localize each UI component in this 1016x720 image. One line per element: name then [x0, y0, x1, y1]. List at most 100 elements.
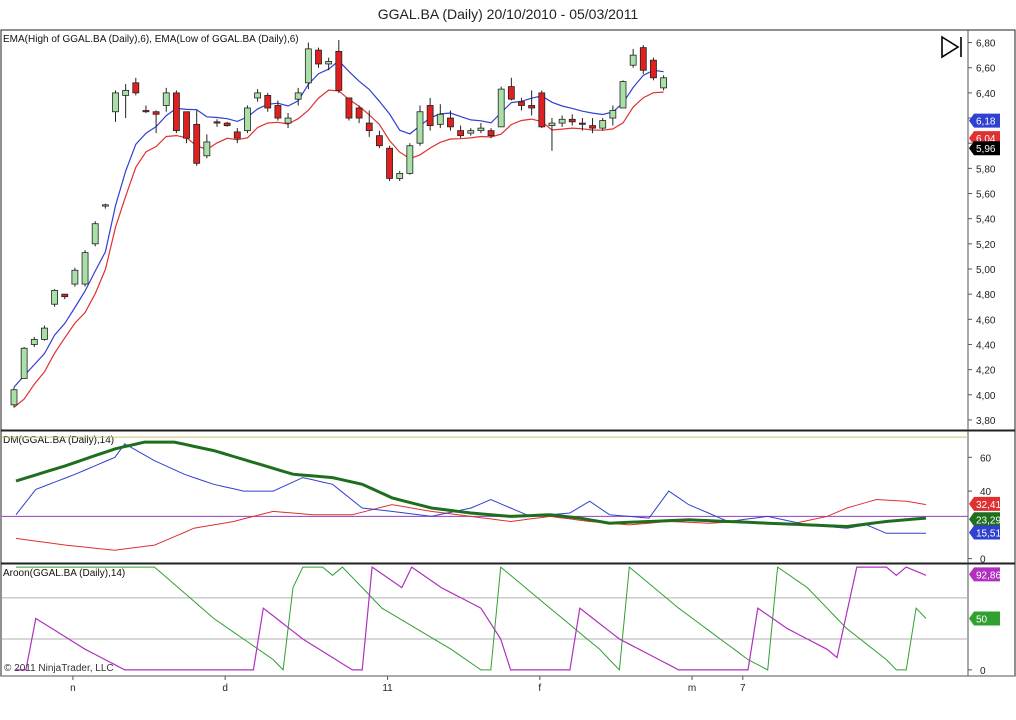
dm-y-tick-label: 40 — [980, 487, 992, 498]
candle-down — [518, 101, 525, 106]
candle-up — [416, 111, 424, 144]
last-value-flag — [969, 567, 1000, 582]
x-tick-label: n — [70, 683, 76, 694]
aroon-y-tick-label: 0 — [980, 666, 986, 677]
candle-up — [467, 130, 475, 134]
price-y-tick-label: 5,80 — [976, 164, 996, 175]
candle-down — [172, 92, 180, 132]
price-y-tick-label: 6,80 — [976, 39, 996, 50]
dm-y-tick-label: 60 — [980, 453, 992, 464]
price-y-tick-label: 6,40 — [976, 89, 996, 100]
candle-down — [132, 82, 140, 94]
candle-up — [558, 118, 566, 124]
candle-up — [162, 92, 170, 106]
price-y-tick-label: 4,80 — [976, 290, 996, 301]
last-value-flag — [969, 525, 1000, 540]
last-value-flag — [969, 113, 1000, 128]
price-y-tick-label: 4,20 — [976, 366, 996, 377]
ema-high-line — [13, 59, 664, 388]
ema-low-line — [13, 89, 664, 408]
candle-down — [568, 118, 576, 123]
last-value-label: 23,29 — [976, 515, 1001, 526]
adx-line — [15, 440, 927, 529]
candle-down — [426, 105, 434, 126]
candle-down — [507, 86, 515, 100]
candle-up — [71, 269, 79, 285]
candle-up — [629, 54, 637, 66]
candle-up — [284, 117, 292, 124]
candle-up — [254, 92, 262, 99]
candle-up — [30, 339, 38, 345]
price-y-tick-label: 5,00 — [976, 265, 996, 276]
candle-down — [386, 147, 393, 179]
candle-up — [10, 389, 18, 406]
candle-down — [152, 111, 160, 115]
candle-up — [20, 347, 28, 379]
dm-plus-line — [15, 443, 926, 534]
candle-up — [619, 81, 627, 109]
last-value-label: 6,18 — [976, 117, 996, 128]
candle-up — [325, 61, 333, 65]
price-y-tick-label: 4,00 — [976, 391, 996, 402]
price-panel: EMA(High of GGAL.BA (Daily),6), EMA(Low … — [0, 29, 1016, 431]
candle-down — [579, 122, 586, 125]
x-tick-label: 7 — [740, 683, 746, 694]
last-value-flag — [969, 512, 1000, 527]
candle-down — [650, 59, 657, 79]
aroon-down-line — [16, 566, 927, 672]
panel-border — [0, 430, 1016, 564]
candle-down — [457, 130, 465, 137]
last-value-label: 5,96 — [976, 144, 996, 155]
candle-up — [81, 252, 89, 285]
candle-up — [660, 77, 667, 89]
candle-up — [609, 110, 617, 119]
panel-border — [0, 563, 1016, 677]
candle-up — [396, 172, 404, 179]
x-tick-label: m — [688, 683, 696, 694]
last-value-label: 92,86 — [976, 570, 1001, 581]
candle-up — [203, 141, 211, 157]
candle-down — [274, 105, 282, 119]
last-value-label: 6,04 — [976, 134, 996, 145]
panel-label: Aroon(GGAL.BA (Daily),14) — [3, 568, 125, 579]
candle-up — [548, 122, 556, 126]
chart-title: GGAL.BA (Daily) 20/10/2010 - 05/03/2011 — [378, 6, 639, 22]
candle-down — [355, 107, 363, 119]
candle-down — [528, 105, 536, 109]
candle-up — [294, 92, 302, 100]
candle-down — [315, 49, 322, 65]
toggle-panel-button[interactable] — [940, 35, 966, 61]
aroon-panel: Aroon(GGAL.BA (Daily),14) 0 92,86 50 — [0, 563, 1016, 677]
price-y-tick-label: 4,60 — [976, 315, 996, 326]
dm-y-tick-label: 0 — [980, 555, 986, 566]
price-y-tick-label: 5,60 — [976, 190, 996, 201]
last-value-flag — [969, 141, 1000, 156]
price-y-tick-label: 4,40 — [976, 340, 996, 351]
candle-down — [264, 95, 272, 109]
play-end-icon[interactable] — [941, 35, 960, 59]
panel-border — [0, 29, 1016, 431]
last-value-label: 50 — [976, 614, 988, 625]
candle-down — [233, 131, 241, 139]
panel-label: EMA(High of GGAL.BA (Daily),6), EMA(Low … — [3, 34, 299, 45]
candle-down — [193, 123, 201, 164]
candle-down — [447, 117, 454, 128]
candle-up — [101, 204, 109, 207]
candle-down — [183, 111, 190, 139]
candle-down — [61, 293, 69, 298]
x-axis: n d 11 f m 7 — [1, 675, 1015, 694]
price-y-tick-label: 6,60 — [976, 64, 996, 75]
x-tick-label: 11 — [382, 683, 393, 694]
candle-up — [497, 88, 505, 128]
candle-up — [304, 48, 312, 84]
candle-down — [589, 125, 596, 129]
candle-down — [487, 130, 495, 137]
candle-down — [538, 92, 546, 128]
x-tick-label: f — [538, 683, 541, 694]
candle-down — [213, 121, 221, 124]
last-value-flag — [969, 496, 1000, 511]
candle-down — [223, 122, 231, 126]
candle-up — [91, 223, 99, 245]
candle-up — [599, 120, 607, 129]
